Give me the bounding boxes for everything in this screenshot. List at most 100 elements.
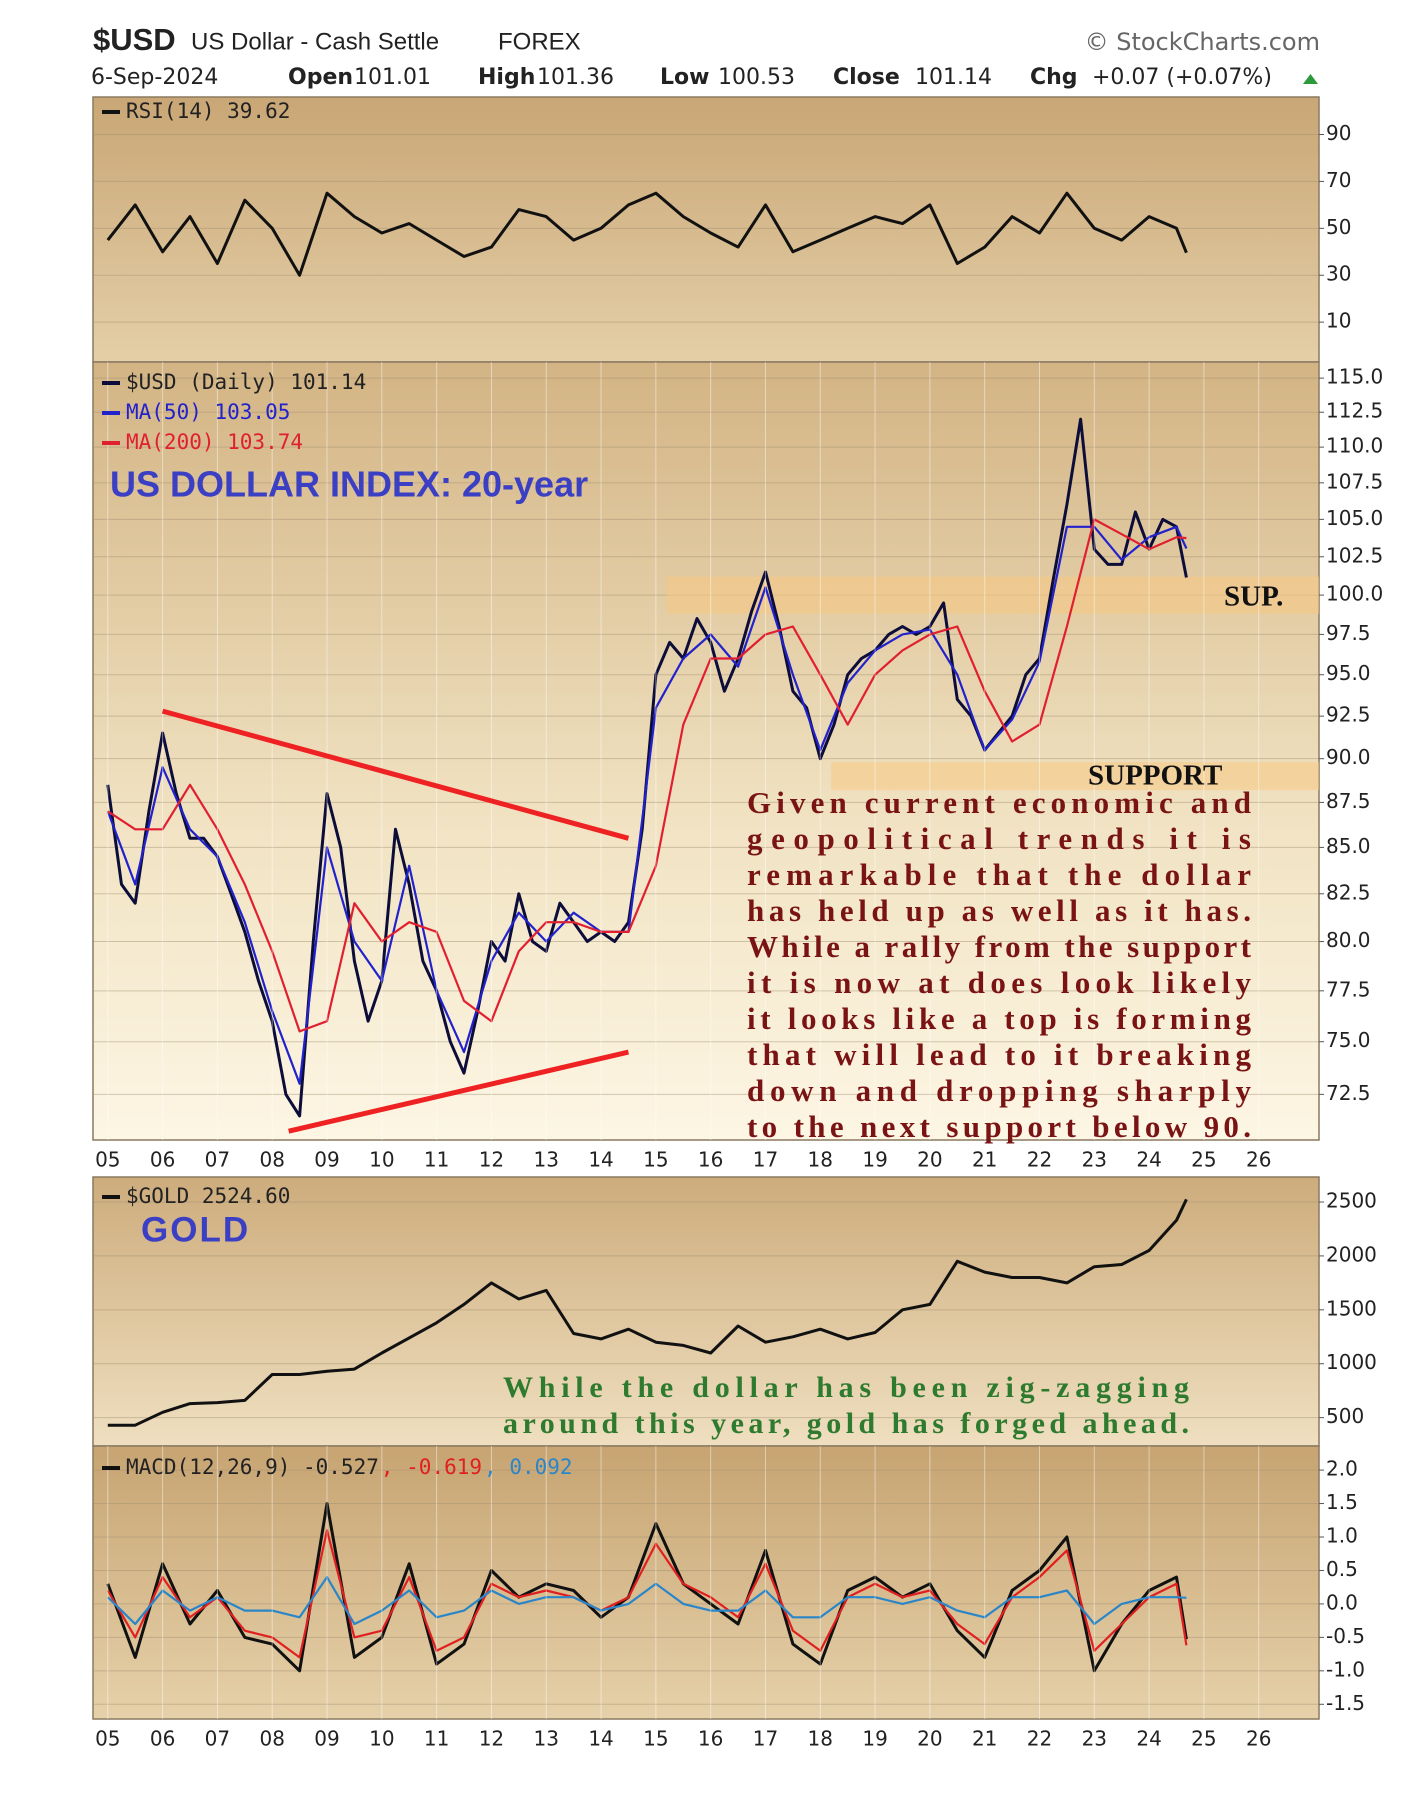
symbol: $USD [93,22,176,57]
legend-label: RSI(14) 39.62 [126,99,290,123]
y-tick-label: 1500 [1326,1296,1377,1320]
y-tick-label: 10 [1326,309,1351,333]
y-tick-label: 95.0 [1326,661,1371,685]
y-tick-label: 107.5 [1326,469,1383,493]
plot-area [93,377,1319,1118]
series-line [106,417,1188,1118]
series-line [106,1502,1188,1673]
y-tick-label: 92.5 [1326,703,1371,727]
chg-label: Chg [1030,65,1078,90]
panel-background [92,1176,1320,1447]
legend-label: , 0.092 [484,1455,573,1479]
y-tick-label: 1.5 [1326,1490,1358,1514]
x-tick-label: 09 [314,1727,339,1751]
y-tick-label: 100.0 [1326,582,1383,606]
legend-label: MACD(12,26,9) -0.527 [126,1455,379,1479]
close-value: 101.14 [915,65,992,90]
up-arrow [1303,74,1318,84]
y-tick-label: 1.0 [1326,1524,1358,1548]
x-tick-label: 10 [369,1727,394,1751]
x-tick-label: 10 [369,1148,394,1172]
legend-label: , -0.619 [381,1455,482,1479]
chart-title: US DOLLAR INDEX: 20-year [110,464,588,505]
exchange: FOREX [498,28,581,55]
x-tick-label: 08 [259,1148,284,1172]
y-tick-label: 90.0 [1326,745,1371,769]
x-tick-label: 14 [588,1148,613,1172]
x-tick-label: 22 [1027,1727,1052,1751]
source: © StockCharts.com [1085,28,1320,56]
y-tick-label: -0.5 [1326,1624,1365,1648]
plot-area [93,1469,1319,1705]
annotation-line: While a rally from the support [747,929,1252,964]
x-tick-label: 05 [95,1148,120,1172]
high-label: High [478,65,535,90]
x-tick-label: 21 [972,1148,997,1172]
open-value: 101.01 [354,65,431,90]
x-tick-label: 23 [1082,1148,1107,1172]
high-value: 101.36 [537,65,614,90]
legend-label: $GOLD 2524.60 [126,1184,290,1208]
x-tick-label: 11 [424,1148,449,1172]
plot-area [93,134,1319,323]
y-tick-label: 85.0 [1326,834,1371,858]
x-tick-label: 17 [753,1148,778,1172]
y-tick-label: 50 [1326,215,1351,239]
x-tick-label: 20 [917,1148,942,1172]
x-tick-label: 08 [259,1727,284,1751]
x-tick-label: 07 [205,1148,230,1172]
annotation-line: down and dropping sharply [747,1073,1252,1108]
series-line [106,191,1188,277]
y-tick-label: 75.0 [1326,1028,1371,1052]
y-tick-label: 80.0 [1326,928,1371,952]
x-tick-label: 26 [1246,1727,1271,1751]
chg-value: +0.07 (+0.07%) [1092,65,1272,90]
y-tick-label: 112.5 [1326,399,1383,423]
x-tick-label: 19 [862,1148,887,1172]
x-tick-label: 21 [972,1727,997,1751]
x-tick-label: 19 [862,1727,887,1751]
legend-label: MA(50) 103.05 [126,400,290,424]
x-tick-label: 18 [808,1727,833,1751]
x-tick-label: 18 [808,1148,833,1172]
x-tick-label: 23 [1082,1727,1107,1751]
date: 6-Sep-2024 [91,65,218,90]
support-zone [831,762,1319,791]
x-tick-label: 26 [1246,1148,1271,1172]
zone-label: SUPPORT [1088,760,1222,792]
y-tick-label: 2.0 [1326,1457,1358,1481]
x-tick-label: 14 [588,1727,613,1751]
panel-background [92,361,1320,1141]
y-tick-label: 0.5 [1326,1557,1358,1581]
y-tick-label: 500 [1326,1404,1364,1428]
x-tick-label: 13 [534,1148,559,1172]
annotation-line: that will lead to it breaking [747,1037,1252,1072]
x-tick-label: 25 [1191,1148,1216,1172]
y-tick-label: 2000 [1326,1242,1377,1266]
y-tick-label: 102.5 [1326,543,1383,567]
x-tick-label: 22 [1027,1148,1052,1172]
open-label: Open [288,65,353,90]
series-line [106,525,1188,1085]
x-tick-label: 09 [314,1148,339,1172]
y-tick-label: 1000 [1326,1350,1377,1374]
annotation-line: has held up as well as it has. [747,893,1251,928]
y-tick-label: -1.5 [1326,1691,1365,1715]
x-tick-label: 16 [698,1727,723,1751]
x-tick-label: 17 [753,1727,778,1751]
y-tick-label: 105.0 [1326,506,1383,530]
x-tick-label: 06 [150,1148,175,1172]
y-tick-label: 30 [1326,262,1351,286]
y-tick-label: 0.0 [1326,1590,1358,1614]
low-value: 100.53 [718,65,795,90]
chart-title: GOLD [141,1210,250,1249]
x-tick-label: 11 [424,1727,449,1751]
zone-label: SUP. [1224,581,1283,613]
instrument-name: US Dollar - Cash Settle [191,28,439,55]
x-tick-label: 16 [698,1148,723,1172]
y-tick-label: 72.5 [1326,1081,1371,1105]
series-line [107,518,1187,1033]
x-tick-label: 12 [479,1727,504,1751]
x-tick-label: 25 [1191,1727,1216,1751]
y-tick-label: 115.0 [1326,365,1383,389]
